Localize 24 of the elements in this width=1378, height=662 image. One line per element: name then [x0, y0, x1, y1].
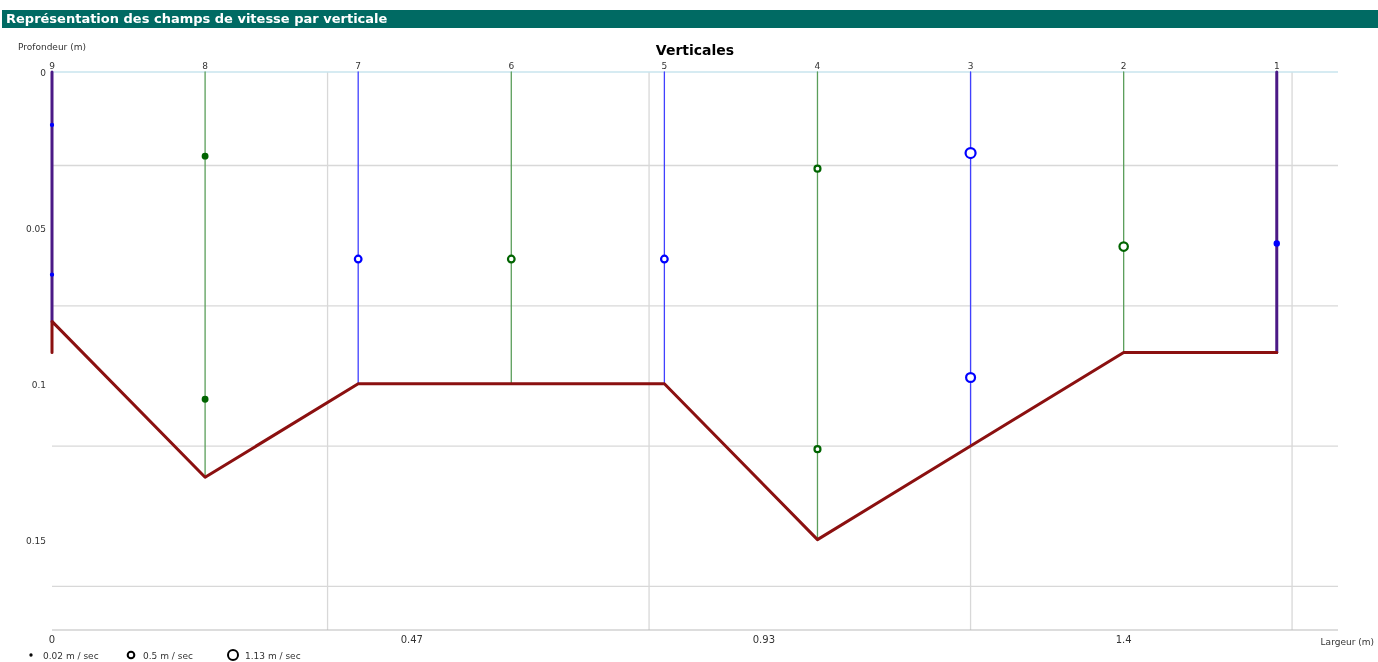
- annotation: 6: [508, 61, 515, 71]
- legend-label: 0.5 m / sec: [143, 651, 193, 661]
- annotation: 4: [814, 61, 821, 71]
- annotation: 3: [967, 61, 974, 71]
- chart-title: Représentation des champs de vitesse par verticale: [6, 11, 388, 26]
- legend-label: 1.13 m / sec: [245, 651, 301, 661]
- annotation: 5: [661, 61, 668, 71]
- annotation: 2: [1120, 61, 1127, 71]
- annotation: 9: [49, 61, 56, 71]
- y-tick-label: 0.1: [31, 379, 46, 390]
- x-tick-label: 1.4: [1115, 634, 1132, 645]
- x-tick-label: 0.93: [752, 634, 776, 645]
- x-axis-title: Largeur (m): [1320, 637, 1374, 647]
- y-tick-label: 0.15: [25, 535, 46, 546]
- annotation: 8: [202, 61, 209, 71]
- y-axis-title: Profondeur (m): [18, 42, 86, 52]
- legend-label: 0.02 m / sec: [43, 651, 99, 661]
- x-tick-label: 0.47: [400, 634, 423, 645]
- annotation: 1: [1273, 61, 1280, 71]
- x-tick-label: 0: [48, 634, 56, 645]
- y-tick-label: 0.05: [25, 223, 46, 234]
- annotation: 7: [355, 61, 362, 71]
- x2-axis-title: Verticales: [655, 42, 735, 58]
- y-tick-label: 0: [40, 68, 47, 78]
